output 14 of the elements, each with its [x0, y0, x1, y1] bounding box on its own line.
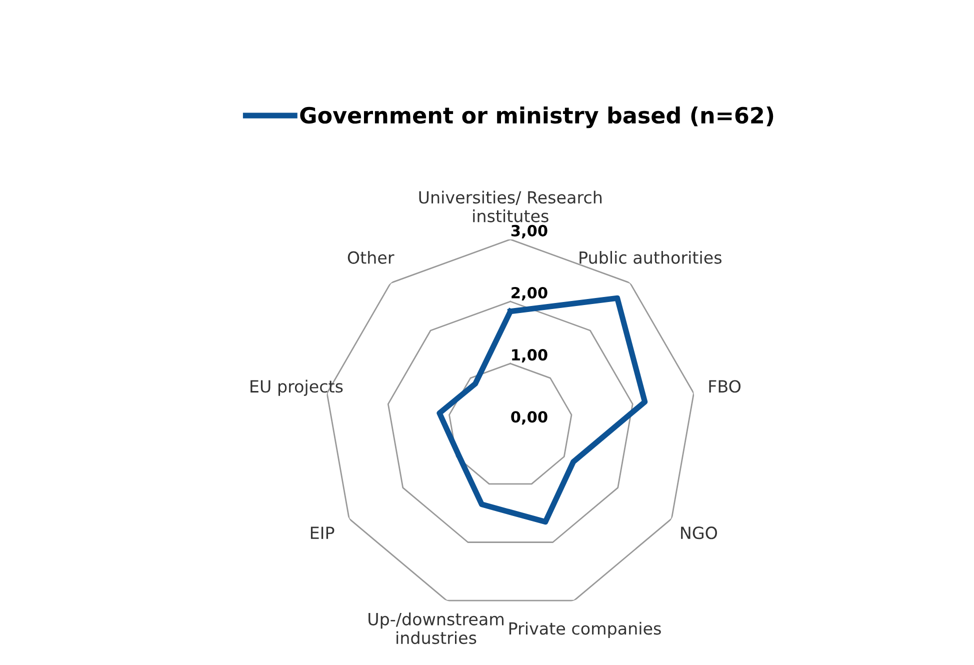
spoke-label: EU projects	[250, 380, 343, 396]
y-tick-label: 0,00	[511, 411, 548, 425]
spoke-label: FBO	[709, 380, 741, 393]
spoke-label: Private companies	[509, 622, 661, 638]
spoke-label: Up-/downstream industries	[368, 612, 504, 644]
legend-label: Government or ministry based (n=62)	[300, 106, 774, 128]
spoke-label: Universities/ Research institutes	[419, 190, 602, 222]
y-tick-label: 1,00	[512, 349, 548, 363]
y-tick-label: 2,00	[512, 286, 548, 300]
spoke-label: Other	[348, 250, 394, 264]
spoke-label: EIP	[310, 526, 334, 539]
spoke-label: NGO	[681, 526, 718, 540]
y-tick-label: 3,00	[511, 224, 548, 238]
spoke-label: Public authorities	[580, 250, 722, 264]
